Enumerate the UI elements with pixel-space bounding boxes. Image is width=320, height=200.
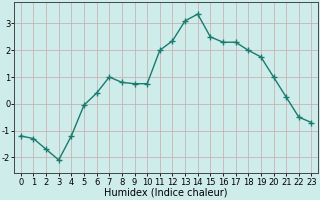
X-axis label: Humidex (Indice chaleur): Humidex (Indice chaleur): [104, 188, 228, 198]
